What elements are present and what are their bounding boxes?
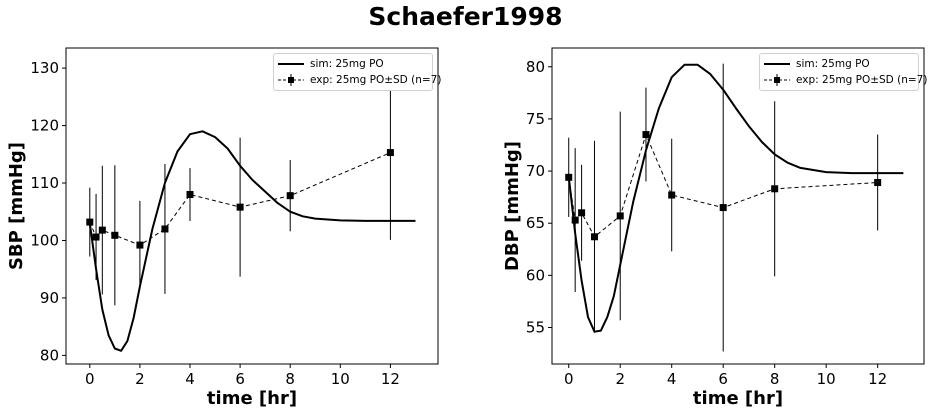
x-axis-label: time [hr] [693, 388, 783, 409]
exp-data-point [668, 191, 676, 199]
dbp-legend: sim: 25mg PO exp: 25mg PO±SD (n=7) [759, 53, 927, 91]
legend-entry-exp: exp: 25mg PO±SD (n=7) [278, 72, 441, 88]
exp-data-point [578, 209, 586, 217]
legend-entry-sim: sim: 25mg PO [764, 56, 912, 72]
plot-frame [65, 47, 439, 365]
y-tick-label: 90 [40, 289, 59, 307]
exp-data-point [111, 231, 119, 239]
y-tick-label: 80 [40, 346, 59, 364]
x-tick-label: 10 [331, 370, 350, 388]
exp-data-point [771, 185, 779, 193]
legend-entry-sim: sim: 25mg PO [278, 56, 426, 72]
exp-data-point [590, 233, 598, 241]
x-tick-label: 6 [718, 370, 728, 388]
legend-swatch-dashed-icon [278, 74, 304, 86]
x-tick-label: 4 [667, 370, 677, 388]
exp-data-point [98, 226, 106, 234]
sbp-panel: 0 2 4 6 8 10 12 80 90 100 110 120 130 time [hr] SBP [m… [6, 47, 439, 409]
y-tick-label: 80 [526, 58, 545, 76]
exp-data-point [186, 191, 194, 199]
legend-swatch-dashed-icon [764, 74, 790, 86]
x-tick-label: 8 [285, 370, 295, 388]
exp-data-point [136, 241, 144, 249]
x-tick-label: 12 [381, 370, 400, 388]
exp-series-line [568, 133, 878, 238]
sim-series-line [567, 63, 904, 333]
x-tick-label: 0 [564, 370, 574, 388]
y-tick-label: 60 [526, 266, 545, 284]
x-tick-label: 12 [868, 370, 887, 388]
legend-label-sim: sim: 25mg PO [310, 58, 384, 70]
exp-data-point [642, 131, 650, 139]
x-tick-label: 2 [615, 370, 625, 388]
y-tick-label: 130 [30, 59, 59, 77]
y-tick-label: 100 [30, 231, 59, 249]
y-tick-label: 65 [526, 214, 545, 232]
legend-label-exp: exp: 25mg PO±SD (n=7) [796, 74, 928, 86]
x-tick-label: 6 [235, 370, 245, 388]
y-tick-label: 110 [30, 174, 59, 192]
x-tick-label: 2 [135, 370, 145, 388]
y-tick-label: 75 [526, 110, 545, 128]
exp-data-point [236, 203, 244, 211]
x-tick-label: 10 [817, 370, 836, 388]
exp-data-point [616, 212, 624, 220]
plot-frame [551, 47, 925, 365]
y-axis-label: SBP [mmHg] [6, 142, 27, 270]
exp-data-point [571, 216, 579, 224]
legend-entry-exp: exp: 25mg PO±SD (n=7) [764, 72, 927, 88]
dbp-panel: 0 2 4 6 8 10 12 55 60 65 70 75 80 time [hr] DBP [mmHg] [502, 47, 925, 409]
y-tick-label: 55 [526, 318, 545, 336]
y-tick-label: 70 [526, 162, 545, 180]
exp-data-point [286, 192, 294, 200]
x-axis-label: time [hr] [207, 388, 297, 409]
y-axis-label: DBP [mmHg] [502, 141, 523, 271]
figure-title: Schaefer1998 [368, 2, 563, 31]
x-tick-label: 8 [770, 370, 780, 388]
legend-label-sim: sim: 25mg PO [796, 58, 870, 70]
exp-data-point [92, 233, 100, 241]
exp-data-point [386, 149, 394, 157]
legend-swatch-solid-icon [278, 63, 304, 65]
exp-data-point [719, 204, 727, 212]
sim-series-line [88, 130, 416, 352]
exp-data-point [874, 179, 882, 187]
sbp-legend: sim: 25mg PO exp: 25mg PO±SD (n=7) [273, 53, 441, 91]
legend-swatch-solid-icon [764, 63, 790, 65]
y-tick-label: 120 [30, 117, 59, 135]
x-tick-label: 0 [85, 370, 95, 388]
legend-label-exp: exp: 25mg PO±SD (n=7) [310, 74, 442, 86]
exp-data-point [86, 218, 94, 226]
x-tick-label: 4 [185, 370, 195, 388]
exp-series-line [89, 152, 391, 246]
exp-data-point [565, 173, 573, 181]
exp-data-point [161, 225, 169, 233]
